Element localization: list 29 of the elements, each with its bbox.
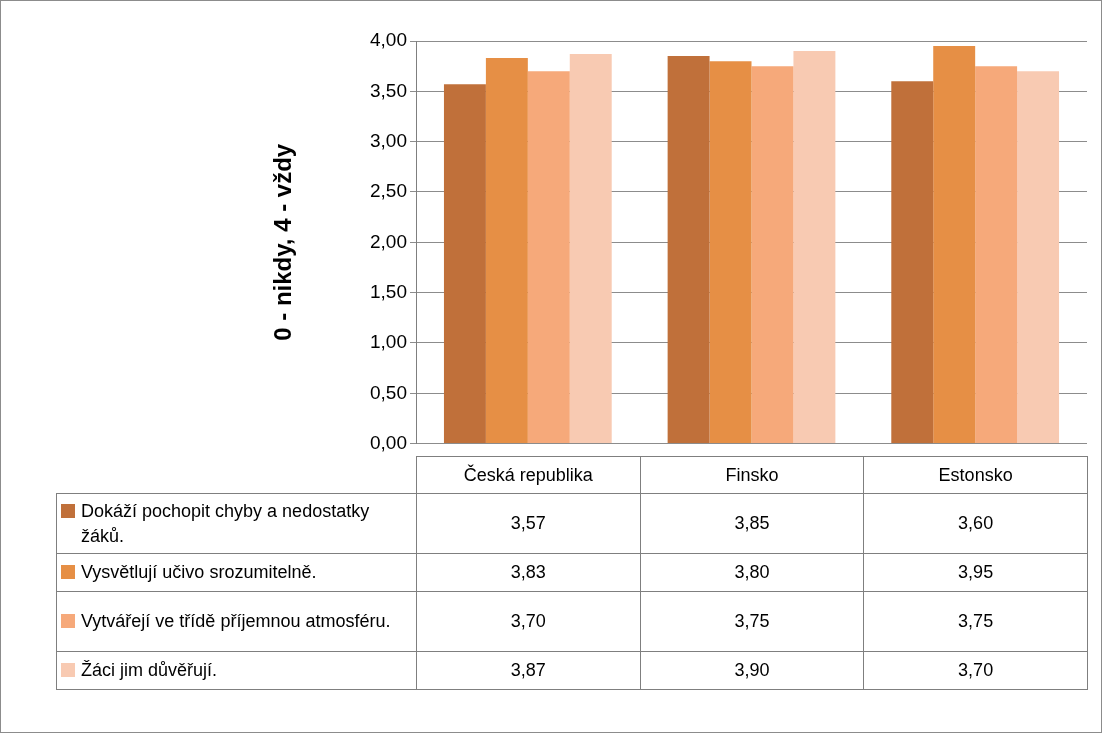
- data-label: 3,87: [416, 651, 641, 690]
- x-tick-label: Finsko: [640, 456, 864, 494]
- data-label: 3,60: [863, 493, 1088, 554]
- y-tick-label: 4,00: [370, 29, 407, 51]
- data-label: 3,85: [640, 493, 864, 554]
- data-label: 3,75: [863, 591, 1088, 652]
- data-label: 3,95: [863, 553, 1088, 592]
- legend-label: Vytvářejí ve třídě příjemnou atmosféru.: [81, 610, 391, 633]
- y-tick-label: 2,50: [370, 180, 407, 202]
- data-label: 3,80: [640, 553, 864, 592]
- y-tick-label: 1,00: [370, 331, 407, 353]
- data-label: 3,90: [640, 651, 864, 690]
- y-tick-label: 0,00: [370, 431, 407, 453]
- legend-label: Žáci jim důvěřují.: [81, 659, 218, 682]
- data-label: 3,70: [416, 591, 641, 652]
- data-label: 3,83: [416, 553, 641, 592]
- y-axis-title: 0 - nikdy, 4 - vždy: [269, 143, 297, 341]
- data-label: 3,57: [416, 493, 641, 554]
- y-tick-label: 1,50: [370, 280, 407, 302]
- y-tick-label: 3,50: [370, 79, 407, 101]
- legend-label: Vysvětlují učivo srozumitelně.: [81, 561, 317, 584]
- data-label: 3,70: [863, 651, 1088, 690]
- data-label: 3,75: [640, 591, 864, 652]
- x-tick-label: Estonsko: [863, 456, 1088, 494]
- x-tick-label: Česká republika: [416, 456, 641, 494]
- y-tick-label: 2,00: [370, 230, 407, 252]
- y-tick-label: 3,00: [370, 129, 407, 151]
- y-tick-label: 0,50: [370, 381, 407, 403]
- legend-label: Dokáží pochopit chyby a nedostatky žáků.: [81, 499, 371, 548]
